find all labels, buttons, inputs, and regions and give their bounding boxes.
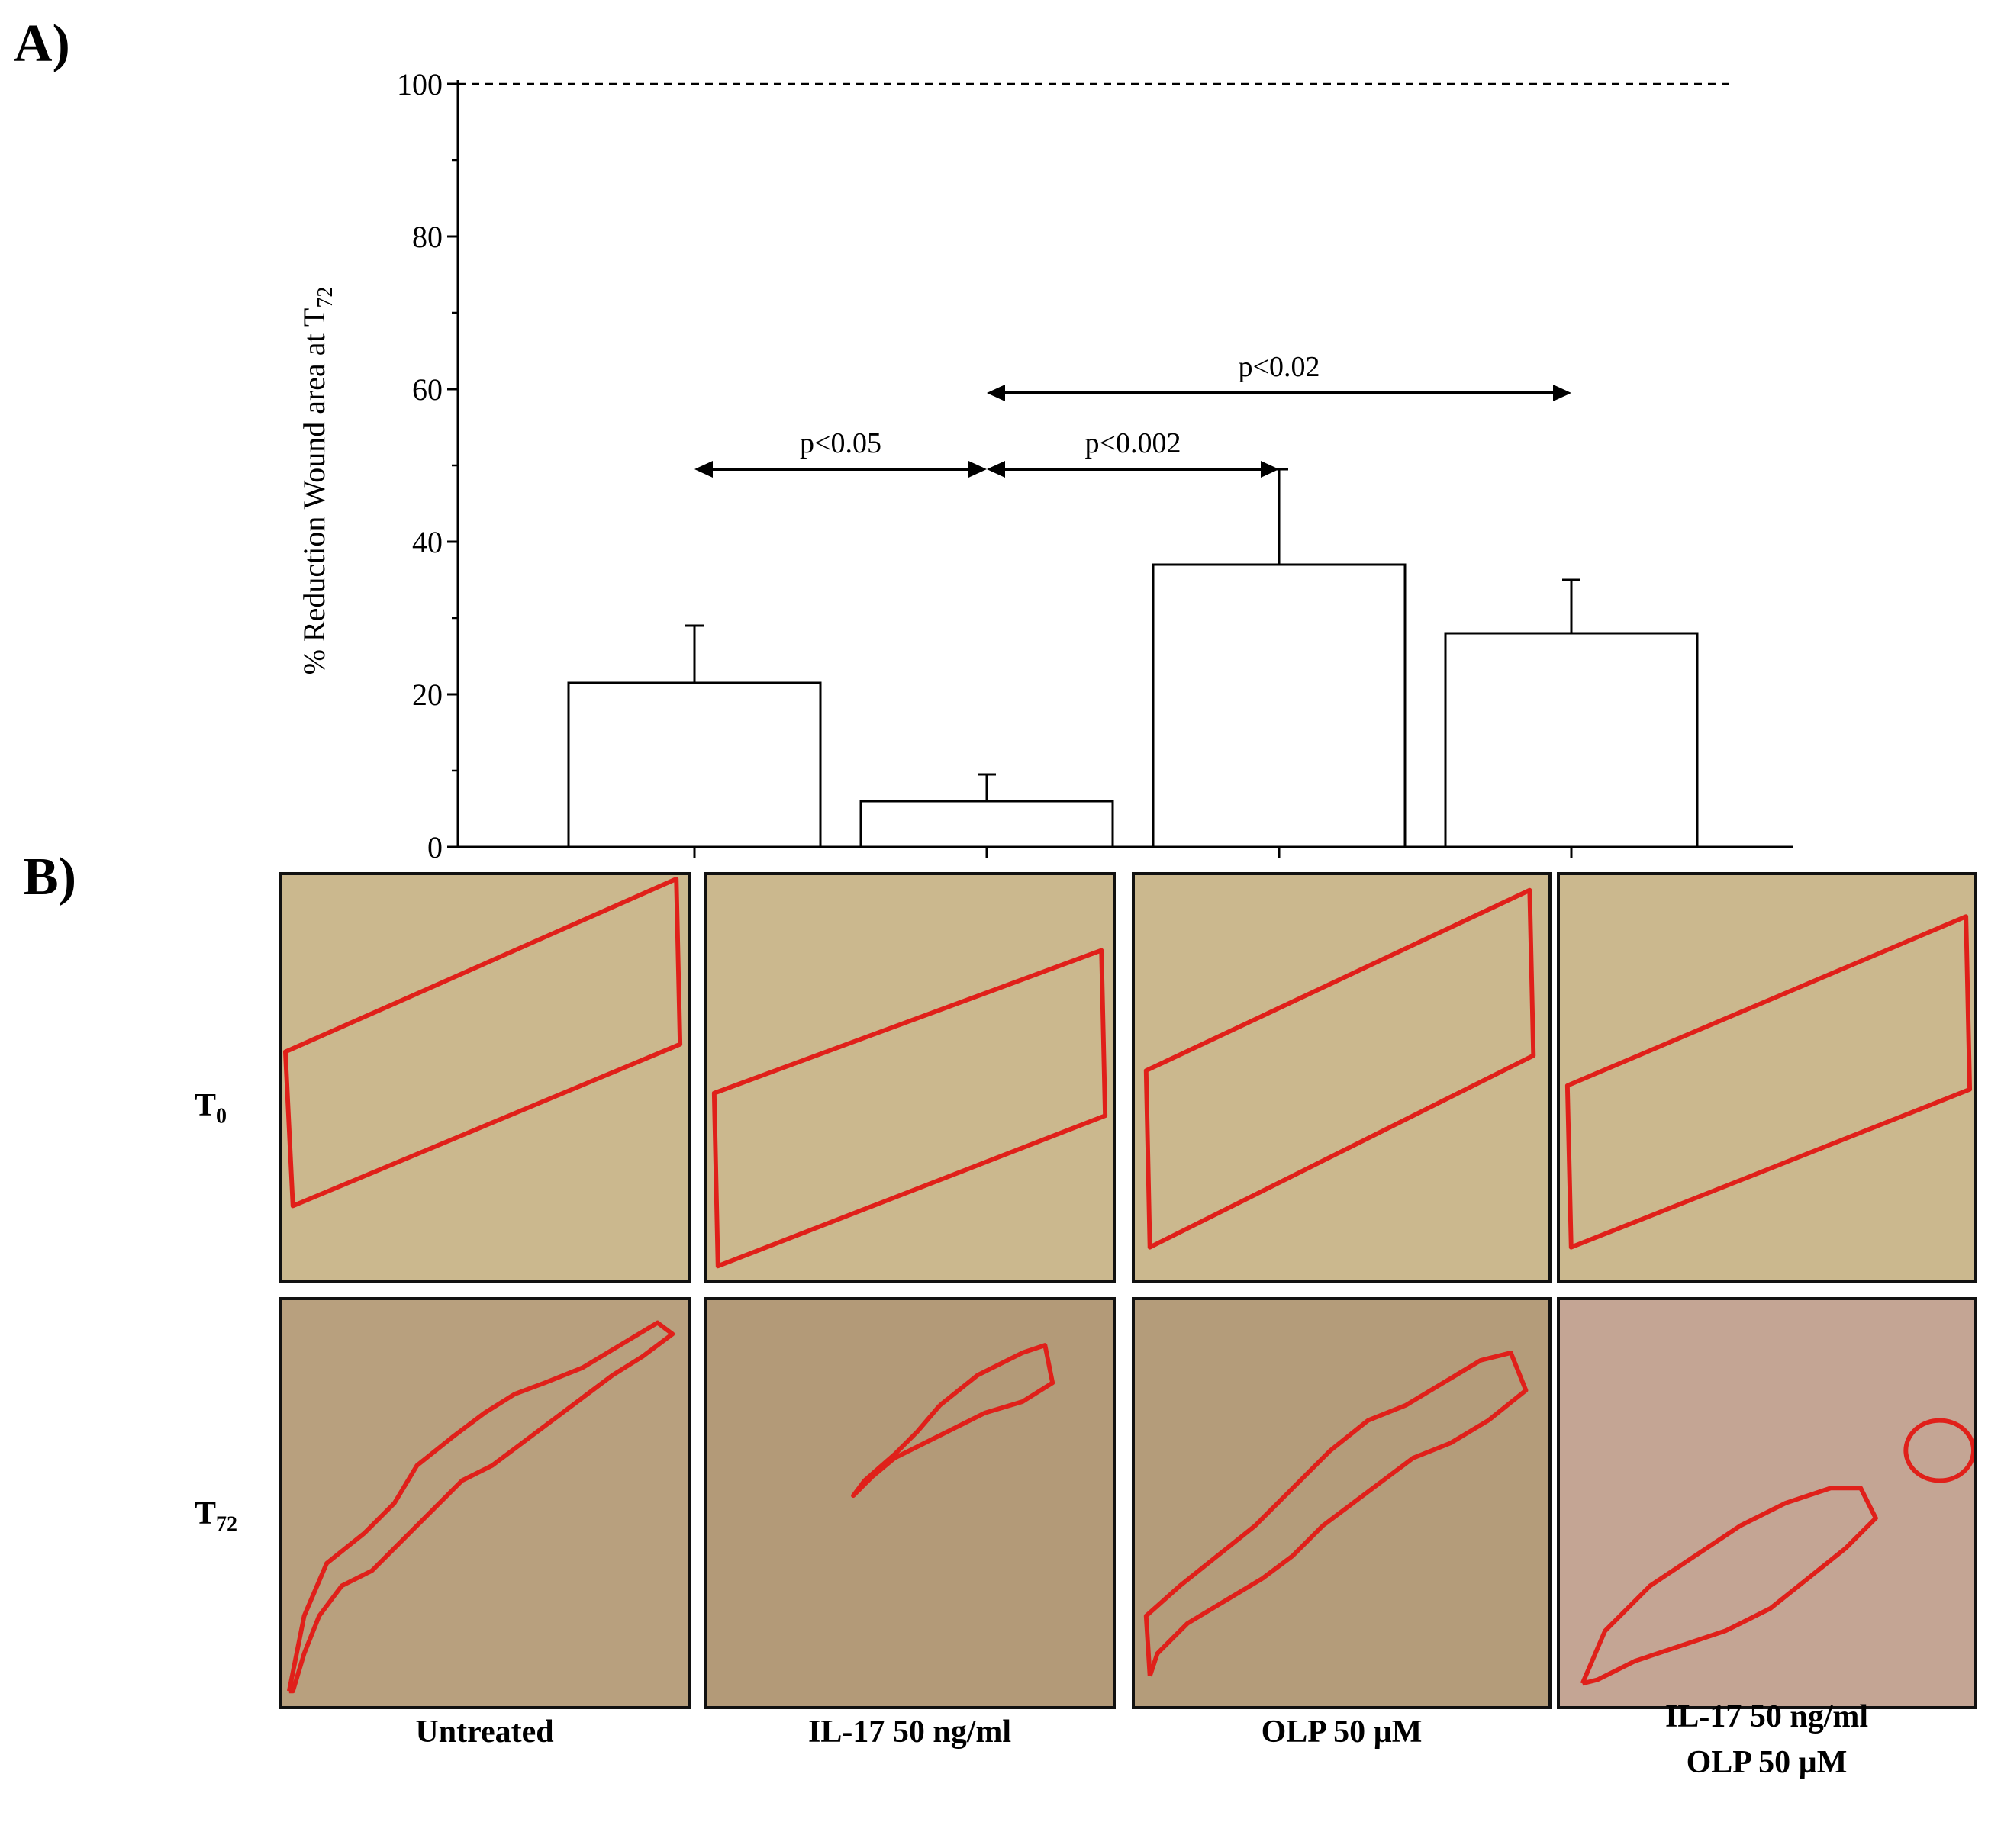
micrograph-t72-il17 [704,1297,1116,1709]
bar [567,681,822,848]
micrograph-t0-il17-olp [1557,872,1977,1283]
y-tick-label: 40 [412,525,443,559]
row-label-t72-sub: 72 [216,1512,238,1537]
wound-outline [851,1343,1055,1499]
wound-outline [1564,914,1973,1250]
micrograph-background [1135,875,1548,1280]
bar-chart: % Reduction Wound area at T72 0 20 40 60 80 1… [297,67,1793,862]
micrograph-t72-untreated [279,1297,691,1709]
y-axis-label-main: % Reduction Wound area at T [297,308,331,675]
micrograph-background [282,875,688,1280]
comparison-arrowhead [987,461,1005,478]
column-label-line1: Untreated [415,1714,554,1750]
comparison-label: p<0.05 [800,427,881,459]
y-tick-label: 0 [427,830,443,862]
bar [1152,563,1406,848]
micrograph-t0-olp [1132,872,1552,1283]
bar [859,800,1114,848]
chart-marks: 0 20 40 60 80 100 p<0.05 p<0.002 p<0.02 [397,67,1732,862]
micrograph-background [1135,1300,1548,1706]
micrograph-background [282,1300,688,1706]
comparison-label: p<0.02 [1239,351,1320,383]
column-label-line1: IL-17 50 ng/ml [1664,1699,1869,1734]
panel-b-label: B) [23,848,76,906]
y-tick-label: 20 [412,678,443,712]
comparison-arrowhead [987,385,1005,401]
micrograph-t72-olp [1132,1297,1552,1709]
comparison-arrowhead [1553,385,1571,401]
row-label-t72-main: T [195,1496,217,1531]
micrograph-t0-untreated [279,872,691,1283]
panel-a-label: A) [14,14,70,73]
wound-outline [711,948,1108,1269]
y-axis-label-sub: 72 [314,287,337,308]
y-tick-label: 100 [397,67,443,101]
column-label-olp: OLP 50 µM [1132,1709,1552,1755]
micrograph-t0-il17 [704,872,1116,1283]
column-label-il17: IL-17 50 ng/ml [704,1709,1116,1755]
wound-outline-small [1903,1418,1974,1483]
column-label-line1: OLP 50 µM [1261,1714,1423,1750]
micrograph-background [707,1300,1113,1706]
column-label-line1: IL-17 50 ng/ml [807,1714,1012,1750]
wound-outline [1143,887,1536,1250]
micrograph-background [707,875,1113,1280]
y-axis-label: % Reduction Wound area at T72 [297,287,337,675]
row-label-t0: T0 [195,1087,227,1128]
column-label-il17-olp: IL-17 50 ng/ml OLP 50 µM [1557,1694,1977,1785]
y-tick-label: 60 [412,372,443,407]
micrograph-background [1560,875,1974,1280]
micrograph-t72-il17-olp [1557,1297,1977,1709]
wound-outline [1143,1351,1529,1677]
column-label-line2: OLP 50 µM [1686,1745,1848,1780]
wound-outline [1580,1486,1878,1686]
wound-outline [286,1320,675,1694]
micrograph-background [1560,1300,1974,1706]
comparison-arrowhead [968,461,987,478]
comparison-arrowhead [1261,461,1279,478]
row-label-t0-sub: 0 [216,1104,227,1128]
column-label-untreated: Untreated [279,1709,691,1755]
comparison-arrowhead [694,461,713,478]
bar [1444,632,1699,848]
comparison-label: p<0.002 [1085,427,1181,459]
wound-outline [282,876,683,1209]
row-label-t72: T72 [195,1495,237,1537]
y-tick-label: 80 [412,220,443,254]
row-label-t0-main: T [195,1088,217,1123]
